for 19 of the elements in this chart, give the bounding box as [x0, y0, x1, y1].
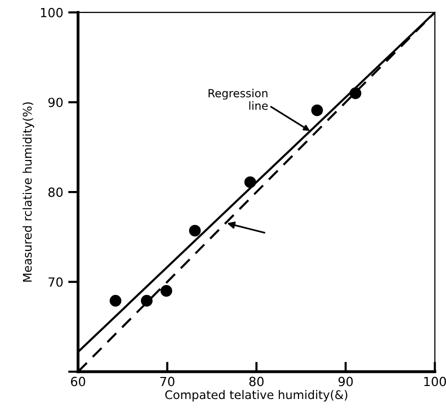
x-tick-label: 60 [70, 376, 86, 386]
point [110, 294, 122, 307]
point [189, 224, 201, 237]
x-tick-label: 100 [424, 376, 446, 386]
y-tick-label: 80 [48, 188, 63, 197]
point [160, 285, 172, 297]
x-tick-label: 80 [249, 376, 264, 386]
y-tick-label: 70 [48, 277, 63, 287]
annotation: Regression line [208, 88, 268, 110]
point [350, 87, 362, 100]
y-tick-label: 100 [40, 8, 63, 18]
point [311, 104, 323, 116]
y-axis-title: Measured rclative humidity(%) [22, 102, 34, 282]
x-axis-title: Compated telative humidity(&) [165, 390, 348, 402]
x-tick-label: 90 [338, 376, 353, 386]
y-tick-label: 90 [48, 98, 63, 108]
point [140, 294, 153, 307]
x-tick-label: 70 [160, 376, 174, 386]
point [244, 176, 256, 188]
